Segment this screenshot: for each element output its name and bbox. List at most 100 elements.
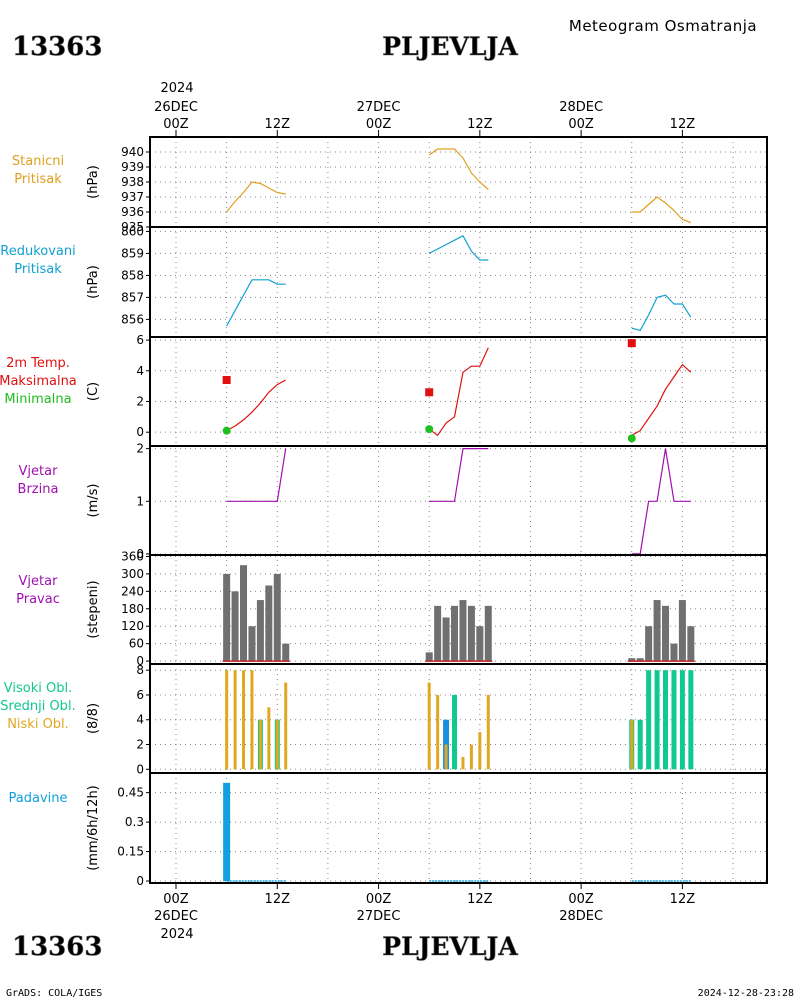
y-tick-label: 0 — [136, 547, 144, 561]
wind-direction-bar — [653, 600, 661, 662]
y-tick-label: 859 — [121, 246, 144, 260]
top-time-label: 00Z — [163, 117, 189, 132]
wind-direction-bar — [670, 643, 678, 662]
bottom-time-label: 00Z — [163, 892, 189, 907]
bottom-time-label: 27DEC — [357, 909, 401, 924]
wind-direction-bar — [636, 658, 644, 662]
y-tick-label: 120 — [121, 619, 144, 633]
y-axis-label: (m/s) — [86, 484, 101, 518]
cloud-bar — [671, 670, 677, 770]
cloud-bar — [646, 670, 652, 770]
series-line — [631, 294, 692, 332]
wind-direction-bar — [256, 600, 264, 662]
panel-label: Minimalna — [4, 392, 71, 407]
wind-direction-bar — [434, 605, 442, 662]
top-time-label: 12Z — [467, 117, 493, 132]
station-id-bottom: 13363 — [12, 932, 102, 962]
y-tick-label: 0.3 — [125, 815, 144, 829]
panel-label: Redukovani — [0, 244, 75, 259]
series-line — [226, 379, 286, 432]
wind-direction-bar — [451, 605, 459, 662]
wind-direction-bar — [678, 600, 686, 662]
cloud-bar — [258, 719, 262, 770]
y-axis-label: (mm/6h/12h) — [86, 785, 101, 871]
y-tick-label: 935 — [121, 220, 144, 234]
wind-direction-bar — [248, 626, 256, 662]
cloud-bar — [427, 682, 431, 770]
top-time-label: 28DEC — [559, 100, 603, 115]
footer-timestamp: 2024-12-28-23:28 — [698, 988, 794, 999]
wind-direction-bar — [484, 605, 492, 662]
cloud-bar — [469, 744, 473, 770]
y-tick-label: 60 — [129, 637, 144, 651]
y-tick-label: 939 — [121, 160, 144, 174]
cloud-bar — [461, 756, 465, 770]
y-tick-label: 936 — [121, 205, 144, 219]
panel-label: 2m Temp. — [6, 356, 70, 371]
bottom-time-label: 00Z — [366, 892, 392, 907]
y-tick-label: 2 — [136, 394, 144, 408]
y-axis-label: (hPa) — [86, 265, 101, 299]
cloud-bar — [225, 670, 229, 770]
wind-direction-bar — [687, 626, 695, 662]
wind-direction-bar — [467, 605, 475, 662]
series-line — [429, 448, 489, 502]
cloud-bar — [688, 670, 694, 770]
y-tick-label: 856 — [121, 312, 144, 326]
series-line — [226, 181, 286, 213]
panel-label: Niski Obl. — [7, 717, 69, 732]
panel-label: Pritisak — [14, 172, 62, 187]
cloud-bar — [679, 670, 685, 770]
cloud-bar — [663, 670, 669, 770]
series-line — [226, 279, 286, 327]
wind-direction-bar — [662, 605, 670, 662]
y-tick-label: 4 — [136, 364, 144, 378]
panel-label: Brzina — [18, 482, 59, 497]
y-tick-label: 2 — [136, 442, 144, 456]
panel-label: Srednji Obl. — [0, 699, 75, 714]
cloud-bar — [452, 694, 458, 770]
panel-frame — [149, 226, 768, 338]
y-tick-label: 4 — [136, 713, 144, 727]
cloud-bar — [637, 719, 643, 770]
station-name-bottom: PLJEVLJA — [382, 932, 518, 961]
panel-label: Pravac — [16, 592, 60, 607]
min-temp-point — [425, 425, 434, 434]
top-time-label: 00Z — [366, 117, 392, 132]
y-tick-label: 6 — [136, 333, 144, 347]
panel-label: Vjetar — [19, 574, 59, 589]
y-tick-label: 857 — [121, 290, 144, 304]
y-tick-label: 860 — [121, 224, 144, 238]
y-tick-label: 8 — [136, 663, 144, 677]
station-name-top: PLJEVLJA — [382, 32, 518, 61]
panel-frame — [149, 136, 768, 228]
panel-3: 0 1 2 (m/s) Vjetar Brzina — [18, 442, 768, 561]
chart-title: Meteogram Osmatranja — [569, 17, 757, 35]
bottom-time-label: 26DEC — [154, 909, 198, 924]
series-line — [226, 448, 287, 502]
precip-bar — [223, 782, 231, 882]
y-tick-label: 0 — [136, 874, 144, 888]
panel-2: 0 2 4 6 (C) 2m Temp. Maksimalna Minimalna — [0, 333, 768, 447]
y-axis-label: (8/8) — [86, 703, 101, 734]
panel-label: Visoki Obl. — [4, 681, 72, 696]
y-tick-label: 0 — [136, 425, 144, 439]
panel-label: Padavine — [9, 791, 68, 806]
y-axis-label: (stepeni) — [86, 580, 101, 638]
bottom-time-label: 00Z — [568, 892, 594, 907]
min-temp-point — [627, 434, 636, 443]
panels: 935936937938939940(hPa)StanicniPritisak8… — [0, 136, 768, 888]
series-line — [428, 234, 489, 261]
cloud-bar — [478, 732, 482, 770]
panel-1: 856 857 858 859 860 (hPa) Redukovani Pritisak — [0, 224, 768, 338]
panel-frame — [149, 336, 768, 447]
series-line — [631, 448, 691, 555]
wind-direction-bar — [282, 643, 290, 662]
top-time-label: 26DEC — [154, 100, 198, 115]
y-tick-label: 858 — [121, 268, 144, 282]
bottom-time-axis: 00Z 26DEC 12Z 00Z 27DEC 12Z 00Z 28DEC 12Z — [154, 883, 695, 924]
top-year-label: 2024 — [160, 81, 193, 96]
wind-direction-bar — [425, 652, 433, 662]
